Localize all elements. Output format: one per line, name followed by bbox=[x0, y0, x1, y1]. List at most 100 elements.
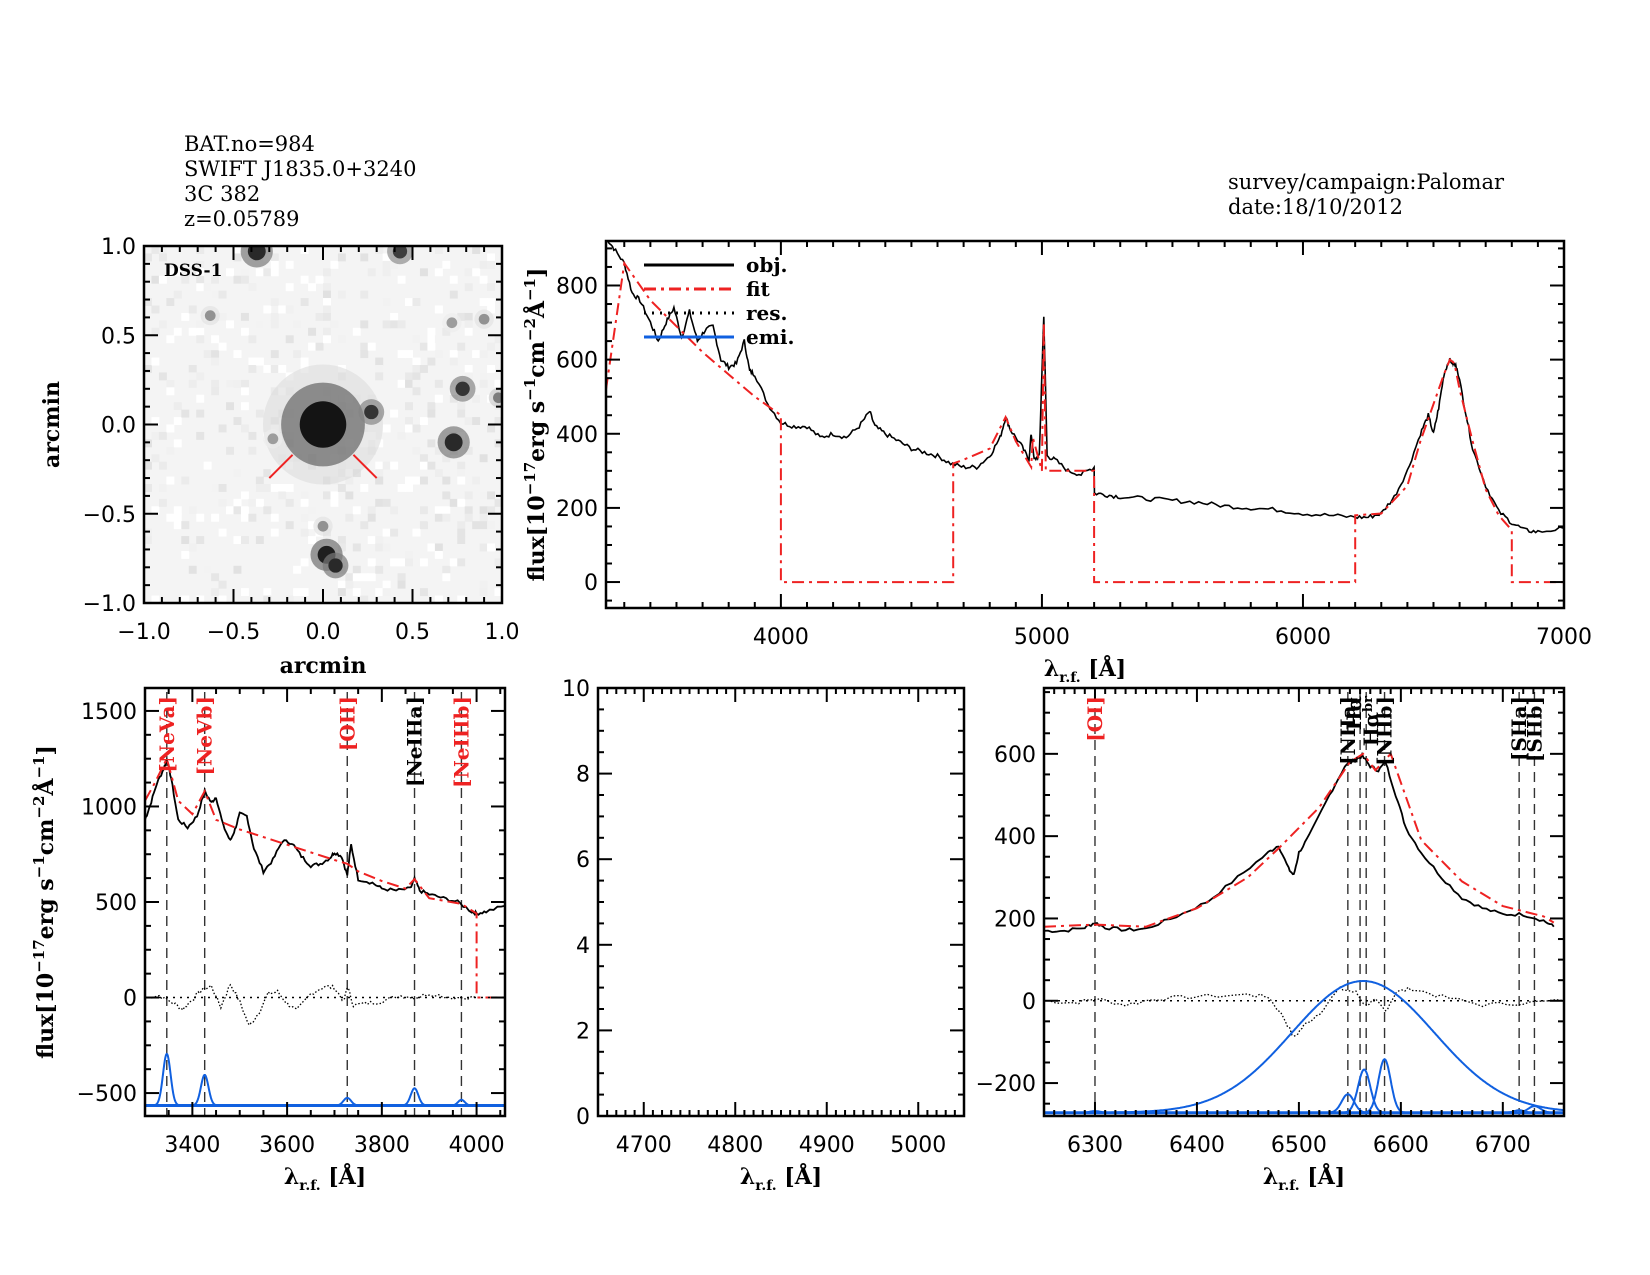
image-pixel bbox=[487, 365, 496, 373]
line-label: [SIIb] bbox=[1522, 696, 1546, 762]
image-pixel bbox=[375, 461, 384, 470]
image-pixel bbox=[270, 528, 279, 537]
image-pixel bbox=[405, 558, 413, 567]
image-pixel bbox=[151, 275, 160, 284]
image-pixel bbox=[434, 246, 443, 254]
image-pixel bbox=[218, 290, 227, 299]
image-pixel bbox=[405, 550, 413, 559]
image-pixel bbox=[270, 484, 279, 492]
source bbox=[299, 401, 347, 448]
image-pixel bbox=[308, 327, 317, 336]
image-pixel bbox=[412, 365, 421, 373]
image-pixel bbox=[472, 521, 481, 530]
image-pixel bbox=[382, 588, 391, 597]
image-pixel bbox=[173, 417, 182, 425]
image-pixel bbox=[188, 372, 197, 381]
full-frame bbox=[604, 239, 1566, 610]
image-pixel bbox=[397, 558, 406, 567]
x-tick-label: 6700 bbox=[1475, 1133, 1531, 1158]
dss-image-panel: −1.0 −0.5 0.0 0.5 1.0 −1.0 −0.5 0.0 0.5 1.0 DSS-1 a… bbox=[39, 235, 520, 679]
image-pixel bbox=[173, 327, 182, 336]
image-pixel bbox=[442, 327, 451, 336]
image-pixel bbox=[442, 454, 451, 463]
image-pixel bbox=[457, 498, 466, 507]
image-pixel bbox=[382, 498, 391, 507]
image-pixel bbox=[218, 312, 227, 321]
image-pixel bbox=[434, 506, 443, 515]
image-pixel bbox=[412, 387, 421, 396]
image-pixel bbox=[188, 379, 197, 388]
image-pixel bbox=[300, 528, 309, 537]
image-pixel bbox=[472, 476, 481, 485]
source bbox=[478, 313, 490, 325]
image-pixel bbox=[375, 469, 384, 478]
image-pixel bbox=[181, 536, 190, 544]
image-pixel bbox=[166, 335, 175, 344]
image-pixel bbox=[390, 528, 399, 537]
image-pixel bbox=[315, 342, 324, 351]
image-pixel bbox=[144, 484, 152, 492]
image-pixel bbox=[397, 379, 406, 388]
image-pixel bbox=[263, 305, 272, 314]
image-pixel bbox=[181, 409, 190, 418]
image-pixel bbox=[457, 402, 466, 411]
image-pixel bbox=[181, 312, 190, 321]
image-pixel bbox=[472, 246, 481, 254]
image-pixel bbox=[464, 365, 473, 373]
image-pixel bbox=[390, 461, 399, 470]
image-pixel bbox=[270, 298, 279, 306]
image-pixel bbox=[166, 387, 175, 396]
image-pixel bbox=[405, 298, 413, 306]
x-tick-label: 4000 bbox=[449, 1133, 505, 1158]
image-pixel bbox=[494, 498, 503, 507]
legend-label: fit bbox=[746, 277, 771, 301]
image-pixel bbox=[240, 275, 249, 284]
line-label: [NeIIIa] bbox=[403, 696, 427, 787]
source bbox=[446, 317, 458, 329]
y-tick-label: 600 bbox=[556, 349, 598, 374]
image-pixel bbox=[487, 342, 496, 351]
image-pixel bbox=[181, 521, 190, 530]
image-pixel bbox=[211, 275, 220, 284]
image-pixel bbox=[352, 327, 361, 336]
image-pixel bbox=[337, 484, 346, 492]
image-pixel bbox=[419, 558, 428, 567]
y-tick-label: −0.5 bbox=[83, 503, 136, 528]
image-pixel bbox=[390, 312, 399, 321]
image-pixel bbox=[397, 320, 406, 329]
object-name: 3C 382 bbox=[184, 182, 261, 206]
image-pixel bbox=[375, 498, 384, 507]
image-pixel bbox=[151, 506, 160, 515]
sources bbox=[200, 246, 502, 579]
legend-label: obj. bbox=[746, 253, 788, 277]
image-pixel bbox=[412, 446, 421, 455]
y-tick-label: 1.0 bbox=[101, 235, 136, 260]
fit-line bbox=[1044, 751, 1555, 928]
image-pixel bbox=[449, 290, 458, 299]
image-pixel bbox=[442, 506, 451, 515]
image-pixel bbox=[285, 260, 294, 269]
image-pixel bbox=[360, 290, 369, 299]
image-pixel bbox=[427, 409, 436, 418]
image-pixel bbox=[173, 439, 182, 448]
image-pixel bbox=[173, 402, 182, 411]
image-pixel bbox=[382, 268, 391, 277]
image-pixel bbox=[397, 580, 406, 589]
image-pixel bbox=[337, 588, 346, 597]
image-pixel bbox=[218, 528, 227, 537]
image-pixel bbox=[449, 394, 458, 403]
line-label: Hα bbox=[1342, 696, 1366, 730]
image-pixel bbox=[419, 417, 428, 425]
image-pixel bbox=[382, 543, 391, 552]
image-pixel bbox=[457, 528, 466, 537]
image-pixel bbox=[203, 283, 212, 292]
image-pixel bbox=[315, 312, 324, 321]
image-pixel bbox=[375, 357, 384, 366]
fit-line bbox=[145, 755, 505, 999]
x-axis-label: λr.f. [Å] bbox=[740, 1163, 822, 1194]
image-pixel bbox=[240, 588, 249, 597]
image-pixel bbox=[337, 253, 346, 262]
image-pixel bbox=[397, 431, 406, 440]
image-pixel bbox=[173, 268, 182, 277]
